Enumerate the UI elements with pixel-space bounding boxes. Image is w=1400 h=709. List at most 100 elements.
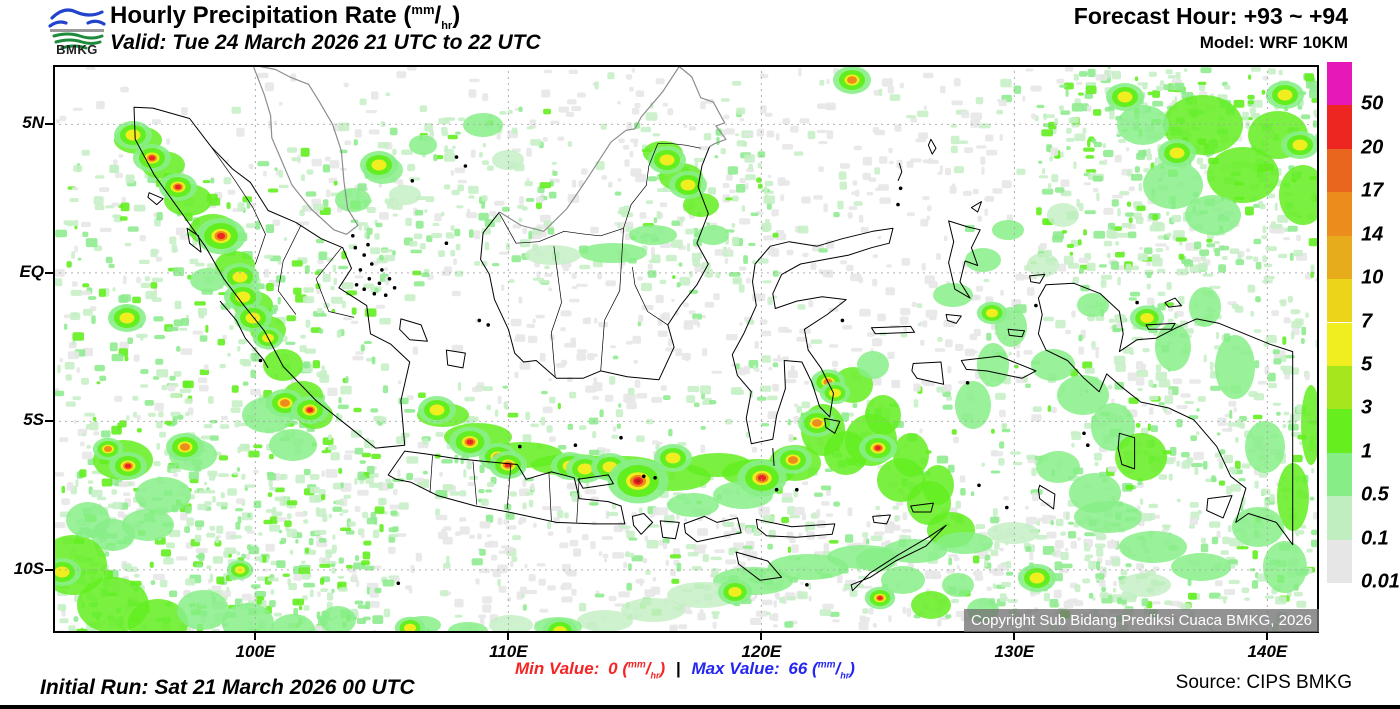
coastline-indonesia xyxy=(219,300,269,369)
legend-swatch xyxy=(1327,322,1352,366)
admin-border xyxy=(210,146,266,265)
forecast-map xyxy=(53,65,1319,633)
coastline-indonesia xyxy=(1206,495,1233,519)
legend-swatch xyxy=(1327,279,1352,323)
legend-swatch xyxy=(1327,235,1352,280)
bmkg-logo xyxy=(48,8,106,50)
minmax-values: Min Value: 0 (mm/hr) | Max Value: 66 (mm… xyxy=(515,659,855,680)
x-tick-label: 130E xyxy=(994,642,1035,661)
legend-label: 7 xyxy=(1361,309,1373,332)
y-tickmark xyxy=(45,123,53,126)
initial-run-label: Initial Run: Sat 21 March 2026 00 UTC xyxy=(40,676,415,699)
legend-label: 20 xyxy=(1361,136,1384,159)
admin-border xyxy=(632,266,668,326)
coastline-indonesia xyxy=(683,515,742,543)
y-tick-label: 5N xyxy=(22,113,44,133)
legend-label: 17 xyxy=(1361,179,1384,202)
admin-border xyxy=(315,247,355,318)
max-value-label: Max Value: 66 (mm/hr) xyxy=(691,659,855,681)
coastline-indonesia xyxy=(970,201,982,213)
x-tickmark xyxy=(507,633,510,640)
coastline-indonesia xyxy=(631,513,654,535)
coastline-indonesia xyxy=(871,325,915,335)
valid-time-label: Valid: Tue 24 March 2026 21 UTC to 22 UT… xyxy=(110,31,541,54)
x-tick-label: 120E xyxy=(741,642,782,661)
coastline-foreign xyxy=(252,65,359,235)
x-tickmark xyxy=(1013,633,1016,640)
coastline-indonesia xyxy=(577,474,614,489)
legend-swatch xyxy=(1327,365,1352,410)
y-tickmark xyxy=(45,568,53,571)
precipitation-map-canvas xyxy=(53,65,1319,633)
coastline-indonesia xyxy=(772,448,775,466)
small-islands-layer xyxy=(258,155,1139,587)
coastline-indonesia xyxy=(945,314,962,324)
legend-label: 14 xyxy=(1361,223,1384,246)
coastline-indonesia xyxy=(387,450,626,525)
y-tickmark xyxy=(45,420,53,423)
x-tickmark xyxy=(1266,633,1269,640)
coastline-indonesia xyxy=(948,220,981,299)
bmkg-logo-label: BMKG xyxy=(56,42,98,57)
coastline-indonesia xyxy=(1007,328,1025,338)
min-unit: (mm/hr) xyxy=(622,659,666,681)
coastline-indonesia xyxy=(927,138,937,155)
admin-border xyxy=(551,246,562,377)
legend-label: 10 xyxy=(1361,266,1384,289)
min-value-label: Min Value: 0 (mm/hr) xyxy=(515,659,666,681)
admin-border xyxy=(499,143,701,244)
page-title: Hourly Precipitation Rate (mm/hr) xyxy=(110,2,461,32)
admin-border xyxy=(506,464,512,510)
coastline-indonesia xyxy=(735,551,783,581)
coastline-indonesia xyxy=(659,520,680,540)
coastline-indonesia xyxy=(1037,282,1294,546)
coastline-indonesia xyxy=(133,106,411,449)
coastline-indonesia xyxy=(147,192,164,206)
coastline-indonesia xyxy=(186,227,202,253)
coastline-indonesia xyxy=(399,318,428,342)
legend-swatch xyxy=(1327,62,1352,106)
legend-swatch xyxy=(1327,148,1352,193)
y-tick-label: EQ xyxy=(19,261,44,281)
legend-label: 0.5 xyxy=(1361,483,1389,506)
legend-label: 50 xyxy=(1361,92,1384,115)
coastline-indonesia xyxy=(1164,297,1182,308)
coastline-foreign xyxy=(499,65,727,232)
y-tick-label: 5S xyxy=(23,410,44,430)
legend-label: 1 xyxy=(1361,440,1373,463)
coastline-indonesia xyxy=(872,514,891,525)
map-frame xyxy=(53,65,1319,633)
admin-border xyxy=(277,225,302,315)
coastline-indonesia xyxy=(960,355,1037,379)
x-tick-label: 110E xyxy=(489,642,528,661)
admin-border xyxy=(472,461,478,505)
coastline-indonesia xyxy=(731,227,894,445)
admin-border xyxy=(548,471,552,521)
coastline-indonesia xyxy=(1145,322,1176,330)
coastline-indonesia xyxy=(910,502,934,513)
legend-label: 5 xyxy=(1361,353,1373,376)
x-tickmark xyxy=(254,633,257,640)
legend-label: 0.01 xyxy=(1361,570,1400,593)
max-unit: (mm/hr) xyxy=(812,659,855,681)
coastline-indonesia xyxy=(1117,432,1136,470)
admin-border xyxy=(600,228,624,371)
copyright-watermark: Copyright Sub Bidang Prediksi Cuaca BMKG… xyxy=(963,609,1319,632)
legend-swatch xyxy=(1327,192,1352,236)
coastline-indonesia xyxy=(911,361,945,385)
coastline-indonesia xyxy=(824,417,841,434)
legend-swatch xyxy=(1327,496,1352,540)
forecast-hour-label: Forecast Hour: +93 ~ +94 xyxy=(1073,3,1348,29)
y-tickmark xyxy=(45,271,53,274)
x-tick-label: 100E xyxy=(235,642,276,661)
x-tick-label: 140E xyxy=(1247,642,1288,661)
coastline-indonesia xyxy=(480,146,710,381)
coastline-indonesia xyxy=(445,349,466,369)
coastline-indonesia xyxy=(755,518,836,538)
legend-label: 0.1 xyxy=(1361,526,1389,549)
x-tickmark xyxy=(760,633,763,640)
y-tick-label: 10S xyxy=(13,558,44,578)
coastline-indonesia xyxy=(1037,484,1056,510)
source-label: Source: CIPS BMKG xyxy=(1175,672,1352,693)
